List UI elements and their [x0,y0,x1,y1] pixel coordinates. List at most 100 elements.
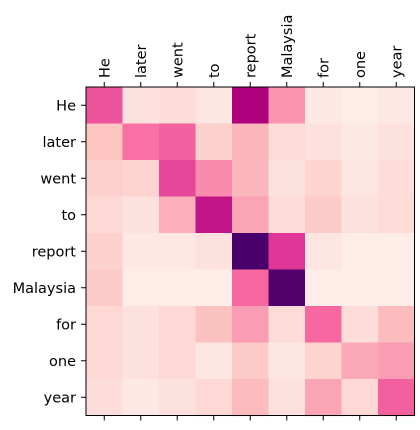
heatmap-cell-for-Malaysia [268,306,306,344]
heatmap-cell-year-for [305,379,343,417]
heatmap-cell-for-year [378,306,416,344]
heatmap-cell-report-report [232,233,270,271]
heatmap-cell-later-report [232,123,270,161]
heatmap-cell-one-He [86,342,124,380]
heatmap-cell-one-later [122,342,160,380]
heatmap-cell-for-one [341,306,379,344]
heatmap-cell-for-for [305,306,343,344]
y-tick-label-later: later [43,135,77,151]
x-tick-label-to: to [207,63,223,78]
heatmap-cell-Malaysia-to [195,269,233,307]
y-tick-label-one: one [49,354,76,370]
heatmap-cell-Malaysia-He [86,269,124,307]
heatmap-cell-went-one [341,160,379,198]
heatmap-cell-to-to [195,196,233,234]
heatmap-cell-Malaysia-one [341,269,379,307]
heatmap-cell-later-later [122,123,160,161]
heatmap-cell-Malaysia-for [305,269,343,307]
heatmap-cell-report-went [159,233,197,271]
heatmap-cell-went-to [195,160,233,198]
heatmap-cell-to-He [86,196,124,234]
heatmap-cell-later-He [86,123,124,161]
heatmap-cell-later-year [378,123,416,161]
heatmap-cell-He-Malaysia [268,87,306,125]
heatmap-cell-later-for [305,123,343,161]
heatmap-cell-report-for [305,233,343,271]
heatmap-cell-for-later [122,306,160,344]
heatmap-cell-one-for [305,342,343,380]
heatmap-cell-report-later [122,233,160,271]
heatmap-cell-report-Malaysia [268,233,306,271]
heatmap-cell-Malaysia-later [122,269,160,307]
y-tick-labels: He later went to report Malaysia for one year [13,98,77,406]
heatmap-cells [86,87,416,417]
heatmap-cell-later-went [159,123,197,161]
heatmap-cell-year-to [195,379,233,417]
tick-marks [81,82,397,421]
heatmap-cell-went-report [232,160,270,198]
heatmap-cell-year-later [122,379,160,417]
heatmap-cell-one-one [341,342,379,380]
x-tick-label-He: He [97,58,113,78]
x-tick-label-one: one [353,51,369,78]
heatmap-cell-one-year [378,342,416,380]
heatmap-cell-report-one [341,233,379,271]
heatmap-cell-He-year [378,87,416,125]
heatmap-cell-He-report [232,87,270,125]
heatmap-cell-He-He [86,87,124,125]
heatmap-cell-year-one [341,379,379,417]
heatmap-cell-to-went [159,196,197,234]
heatmap-cell-went-went [159,160,197,198]
x-tick-label-Malaysia: Malaysia [280,15,296,78]
heatmap-cell-went-year [378,160,416,198]
y-tick-label-Malaysia: Malaysia [13,281,76,297]
heatmap-cell-to-for [305,196,343,234]
heatmap-cell-He-one [341,87,379,125]
y-tick-label-went: went [40,171,76,187]
heatmap-cell-Malaysia-went [159,269,197,307]
y-tick-label-report: report [32,244,77,260]
heatmap-cell-one-report [232,342,270,380]
x-tick-label-for: for [316,58,332,78]
heatmap-cell-later-one [341,123,379,161]
x-tick-label-year: year [389,46,405,78]
heatmap-cell-went-Malaysia [268,160,306,198]
x-tick-label-went: went [170,42,186,78]
heatmap-cell-report-year [378,233,416,271]
heatmap-cell-went-for [305,160,343,198]
x-tick-label-later: later [134,44,150,78]
plot-frame [85,86,415,416]
heatmap-cell-to-report [232,196,270,234]
heatmap-cell-year-year [378,379,416,417]
heatmap-cell-He-for [305,87,343,125]
heatmap-cell-Malaysia-report [232,269,270,307]
heatmap-cell-to-Malaysia [268,196,306,234]
heatmap-cell-He-later [122,87,160,125]
heatmap-cell-year-Malaysia [268,379,306,417]
heatmap-cell-to-year [378,196,416,234]
heatmap-cell-went-later [122,160,160,198]
heatmap-cell-report-He [86,233,124,271]
heatmap-cell-Malaysia-year [378,269,416,307]
heatmap-cell-Malaysia-Malaysia [268,269,306,307]
heatmap-cell-for-He [86,306,124,344]
heatmap-cell-later-Malaysia [268,123,306,161]
heatmap-cell-year-report [232,379,270,417]
heatmap-cell-report-to [195,233,233,271]
x-tick-label-report: report [243,33,259,78]
heatmap-cell-went-He [86,160,124,198]
heatmap-cell-to-one [341,196,379,234]
heatmap-cell-He-went [159,87,197,125]
x-tick-labels: He later went to report Malaysia for one year [97,15,405,78]
heatmap-cell-for-report [232,306,270,344]
heatmap-cell-year-He [86,379,124,417]
heatmap-cell-one-went [159,342,197,380]
heatmap-cell-for-went [159,306,197,344]
heatmap-cell-for-to [195,306,233,344]
y-tick-label-year: year [44,390,76,406]
heatmap-cell-later-to [195,123,233,161]
heatmap-cell-He-to [195,87,233,125]
heatmap-cell-one-to [195,342,233,380]
